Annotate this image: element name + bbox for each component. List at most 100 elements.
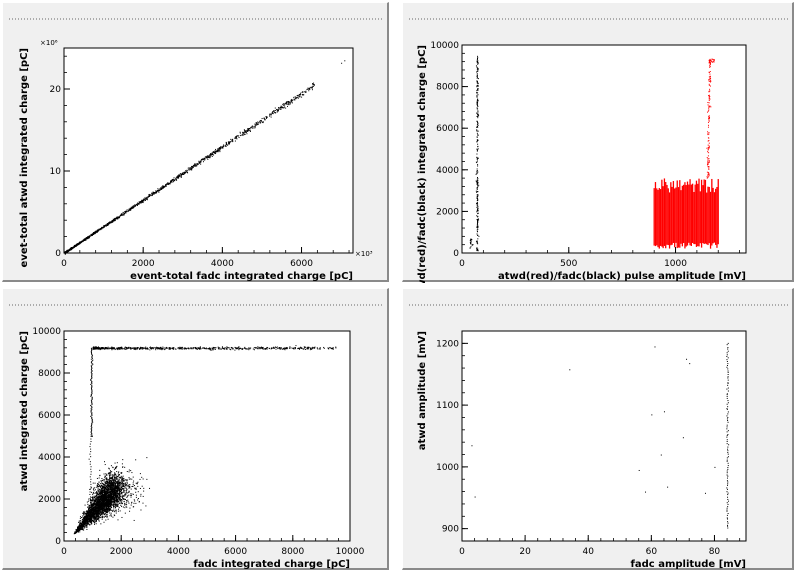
data-point bbox=[92, 496, 94, 498]
data-point bbox=[98, 502, 100, 504]
data-point bbox=[280, 106, 282, 108]
data-point bbox=[97, 513, 99, 515]
data-point bbox=[165, 185, 167, 187]
data-point bbox=[160, 187, 162, 189]
data-point bbox=[112, 482, 114, 484]
data-point bbox=[94, 232, 96, 234]
data-point bbox=[87, 513, 89, 515]
data-point bbox=[100, 491, 102, 493]
atwd-spike-point bbox=[708, 152, 710, 154]
data-point bbox=[115, 473, 117, 475]
data-point bbox=[90, 502, 92, 504]
atwd-spike-point bbox=[708, 174, 710, 176]
data-point bbox=[94, 517, 96, 519]
data-point bbox=[279, 107, 281, 109]
data-point bbox=[107, 222, 109, 224]
data-point bbox=[140, 201, 142, 203]
data-point bbox=[104, 482, 106, 484]
data-point bbox=[89, 518, 91, 520]
data-point bbox=[136, 205, 138, 207]
data-point bbox=[104, 499, 106, 501]
data-point bbox=[110, 479, 112, 481]
data-point bbox=[307, 87, 309, 89]
data-point bbox=[230, 138, 232, 140]
data-point bbox=[107, 503, 109, 505]
atwd-spike-point bbox=[708, 132, 710, 134]
data-point bbox=[98, 508, 100, 510]
atwd-spike-point bbox=[708, 109, 710, 111]
fadc-point bbox=[477, 195, 479, 197]
atwd-spike-point bbox=[708, 140, 710, 142]
data-point bbox=[115, 476, 117, 478]
data-point bbox=[185, 171, 187, 173]
data-point bbox=[294, 99, 296, 101]
data-point bbox=[107, 224, 109, 226]
data-point bbox=[121, 494, 123, 496]
data-point bbox=[99, 511, 101, 513]
data-point bbox=[311, 86, 313, 88]
fadc-point bbox=[477, 130, 479, 132]
data-point bbox=[86, 512, 88, 514]
fadc-point bbox=[476, 210, 478, 212]
data-point bbox=[112, 475, 114, 477]
data-point bbox=[96, 486, 98, 488]
fadc-point bbox=[476, 66, 478, 68]
data-point bbox=[198, 160, 200, 162]
data-point bbox=[178, 176, 180, 178]
data-point bbox=[107, 482, 109, 484]
data-point bbox=[281, 106, 283, 108]
data-point bbox=[103, 513, 105, 515]
data-point bbox=[92, 503, 94, 505]
atwd-spike-point bbox=[709, 98, 711, 100]
fadc-point bbox=[476, 181, 478, 183]
fadc-point bbox=[477, 67, 479, 69]
fadc-point bbox=[469, 247, 471, 249]
fadc-point bbox=[477, 111, 479, 113]
atwd-spike-point bbox=[712, 61, 714, 63]
data-point bbox=[83, 513, 85, 515]
data-point bbox=[183, 173, 185, 175]
fadc-point bbox=[476, 241, 478, 243]
data-point bbox=[155, 191, 157, 193]
data-point bbox=[108, 501, 110, 503]
data-point bbox=[96, 499, 98, 501]
data-point bbox=[122, 466, 124, 468]
data-point bbox=[101, 508, 103, 510]
x-tick-label: 1000 bbox=[664, 259, 687, 269]
data-point bbox=[110, 492, 112, 494]
atwd-spike-point bbox=[709, 64, 711, 66]
atwd-spike-point bbox=[708, 168, 710, 170]
data-point bbox=[225, 141, 227, 143]
data-point bbox=[111, 496, 113, 498]
fadc-point bbox=[476, 139, 478, 141]
data-point bbox=[93, 513, 95, 515]
data-point bbox=[102, 498, 104, 500]
data-point bbox=[112, 220, 114, 222]
fadc-point bbox=[476, 139, 478, 141]
data-point bbox=[91, 521, 93, 523]
data-point bbox=[101, 482, 103, 484]
atwd-spike-point bbox=[710, 61, 712, 63]
data-point bbox=[88, 498, 90, 500]
pad-top-left: 0 2000 4000 6000 0 10 20 event-total fadc integ… bbox=[2, 2, 389, 282]
data-point bbox=[102, 498, 104, 500]
data-point bbox=[109, 515, 111, 517]
data-point bbox=[87, 506, 89, 508]
fadc-point bbox=[476, 183, 478, 185]
data-point bbox=[178, 174, 180, 176]
y-tick-label: 8000 bbox=[38, 369, 61, 379]
data-point bbox=[105, 488, 107, 490]
data-point bbox=[105, 500, 107, 502]
data-point bbox=[110, 495, 112, 497]
fadc-point bbox=[477, 180, 479, 182]
data-point bbox=[261, 121, 263, 123]
data-point bbox=[131, 207, 133, 209]
data-point bbox=[106, 486, 108, 488]
atwd-spike-point bbox=[707, 148, 709, 150]
data-point bbox=[101, 499, 103, 501]
data-point bbox=[243, 132, 245, 134]
data-point bbox=[119, 510, 121, 512]
fadc-point bbox=[477, 171, 479, 173]
data-point bbox=[101, 226, 103, 228]
data-point bbox=[127, 499, 129, 501]
